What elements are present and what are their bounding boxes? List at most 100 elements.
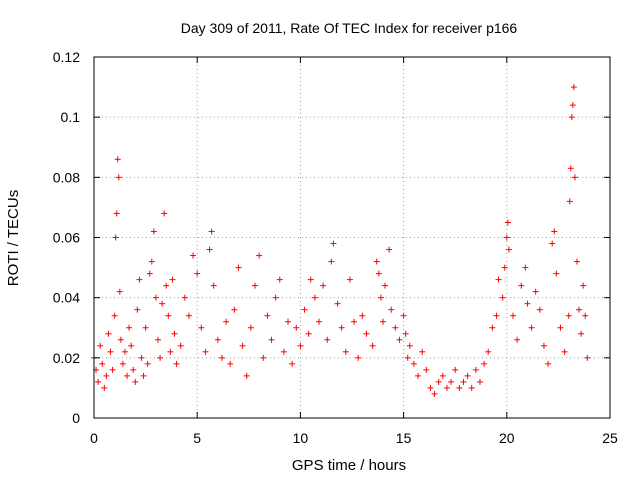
data-point [448,378,455,385]
data-point [144,360,151,367]
data-point [404,354,411,361]
data-point [379,318,386,325]
data-point [545,360,552,367]
data-point [251,282,258,289]
data-point [452,366,459,373]
data-point [551,228,558,235]
data-point [351,318,358,325]
data-point [117,336,124,343]
data-point [264,312,271,319]
data-point [518,282,525,289]
data-point [359,312,366,319]
data-point [152,294,159,301]
y-tick-label: 0 [72,410,80,426]
data-point [305,330,312,337]
data-point [171,330,178,337]
y-tick-label: 0.02 [53,350,80,366]
data-point [524,300,531,307]
data-point [419,348,426,355]
data-point [243,372,250,379]
data-point [528,324,535,331]
data-point [402,330,409,337]
data-point [570,84,577,91]
data-point [557,324,564,331]
data-point [328,258,335,265]
data-point [119,360,126,367]
data-point [112,234,119,241]
data-point [97,342,104,349]
y-tick-label: 0.06 [53,230,80,246]
data-point [386,246,393,253]
x-tick-label: 15 [396,430,412,446]
data-point [124,372,131,379]
data-point [493,312,500,319]
y-tick-label: 0.1 [61,109,81,125]
data-point [377,294,384,301]
data-point [165,312,172,319]
data-point [476,378,483,385]
data-point [206,246,213,253]
data-point [582,312,589,319]
data-point [138,354,145,361]
axis-ticks [93,56,611,419]
x-tick-label: 5 [193,430,201,446]
data-point [128,342,135,349]
data-point [392,324,399,331]
data-point [99,360,106,367]
data-point [481,360,488,367]
chart-title: Day 309 of 2011, Rate Of TEC Index for r… [181,20,518,36]
data-point [301,306,308,313]
data-point [489,324,496,331]
data-point [456,384,463,391]
data-point [311,294,318,301]
data-point [194,270,201,277]
x-tick-label: 20 [499,430,515,446]
data-point [280,348,287,355]
data-point [185,312,192,319]
data-point [103,372,110,379]
data-point [285,318,292,325]
data-point [396,336,403,343]
data-point [532,288,539,295]
data-point [169,276,176,283]
data-point [549,240,556,247]
data-point [460,378,467,385]
data-point [415,372,422,379]
data-point [576,306,583,313]
data-point [159,300,166,307]
data-point [561,348,568,355]
data-point [231,306,238,313]
x-tick-label: 25 [602,430,618,446]
data-point [95,378,102,385]
data-point [584,354,591,361]
data-point [495,276,502,283]
data-point [190,252,197,259]
data-point [115,174,122,181]
data-point [260,354,267,361]
data-point [223,318,230,325]
data-point [154,336,161,343]
data-point [111,312,118,319]
data-point [297,342,304,349]
data-point [126,324,133,331]
data-point [239,342,246,349]
data-point [116,288,123,295]
data-point [375,270,382,277]
data-point [540,342,547,349]
y-tick-label: 0.12 [53,49,80,65]
data-point [198,324,205,331]
data-point [568,114,575,121]
data-point [173,360,180,367]
data-point [272,294,279,301]
data-point [315,318,322,325]
data-point [499,294,506,301]
data-point [505,246,512,253]
data-point [293,324,300,331]
data-point [573,258,580,265]
data-point [522,264,529,271]
data-point [504,219,511,226]
data-point [142,324,149,331]
data-point [514,336,521,343]
data-point [101,384,108,391]
data-points [91,84,591,397]
